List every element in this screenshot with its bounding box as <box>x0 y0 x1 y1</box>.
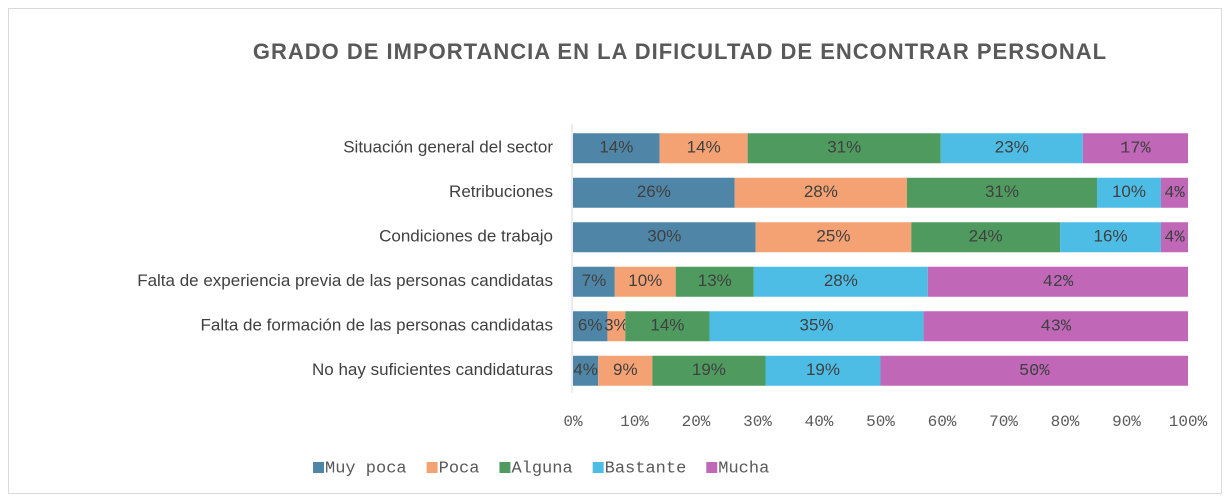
legend-label: Bastante <box>605 459 687 478</box>
x-tick-label: 30% <box>743 413 772 431</box>
bar-segment <box>1160 177 1188 208</box>
legend-label: Mucha <box>718 459 769 478</box>
x-tick-label: 90% <box>1112 413 1141 431</box>
x-tick-label: 60% <box>928 413 957 431</box>
bar-segment <box>906 177 1097 208</box>
data-label: 25% <box>816 227 850 246</box>
data-label: 24% <box>969 227 1003 246</box>
bar-segment <box>753 266 928 297</box>
data-label: 4% <box>1164 184 1185 203</box>
bar-segment <box>614 266 676 297</box>
bar-segment <box>765 355 881 386</box>
bar-segment <box>573 355 599 386</box>
x-tick-label: 0% <box>563 413 583 431</box>
bar-segment <box>911 222 1061 253</box>
x-tick-label: 10% <box>620 413 649 431</box>
bar-segment <box>1160 222 1188 253</box>
chart-frame <box>8 8 1222 494</box>
data-label: 31% <box>827 138 861 157</box>
bar-segment <box>573 133 660 164</box>
data-label: 19% <box>692 360 726 379</box>
x-tick-label: 40% <box>805 413 834 431</box>
x-tick-label: 100% <box>1169 413 1208 431</box>
bar-segment <box>755 222 912 253</box>
bar-segment <box>927 266 1188 297</box>
bar-segment <box>940 133 1083 164</box>
data-label: 26% <box>637 182 671 201</box>
data-label: 35% <box>800 316 834 335</box>
bar-segment <box>625 311 710 342</box>
data-label: 50% <box>1019 362 1050 381</box>
legend-swatch <box>313 462 324 473</box>
bar-segment <box>652 355 766 386</box>
legend-label: Poca <box>439 459 480 478</box>
bar-segment <box>607 311 626 342</box>
bar-segment <box>598 355 653 386</box>
bar-segment <box>1082 133 1188 164</box>
data-label: 6% <box>578 316 603 335</box>
data-label: 30% <box>647 227 681 246</box>
bar-segment <box>880 355 1188 386</box>
category-label: Retribuciones <box>449 182 553 201</box>
x-tick-label: 50% <box>866 413 895 431</box>
category-label: Falta de formación de las personas candi… <box>201 316 553 335</box>
legend-swatch <box>426 462 438 473</box>
data-label: 9% <box>613 360 638 379</box>
bar-segment <box>573 311 608 342</box>
category-label: Situación general del sector <box>343 138 553 157</box>
x-tick-label: 70% <box>989 413 1018 431</box>
category-label: No hay suficientes candidaturas <box>312 360 553 379</box>
data-label: 28% <box>804 182 838 201</box>
category-label: Condiciones de trabajo <box>379 227 553 246</box>
legend-swatch <box>706 462 718 473</box>
data-label: 14% <box>650 316 684 335</box>
legend-swatch <box>499 462 511 473</box>
bar-segment <box>675 266 754 297</box>
bar-segment <box>573 222 756 253</box>
bar-segment <box>1096 177 1161 208</box>
bar-segment <box>709 311 924 342</box>
x-tick-label: 80% <box>1051 413 1080 431</box>
data-label: 10% <box>1112 182 1146 201</box>
data-label: 19% <box>806 360 840 379</box>
data-label: 42% <box>1043 273 1074 292</box>
bar-segment <box>573 266 615 297</box>
bar-segment <box>923 311 1188 342</box>
data-label: 10% <box>628 271 662 290</box>
bar-segment <box>747 133 941 164</box>
data-label: 23% <box>995 138 1029 157</box>
data-label: 17% <box>1120 140 1151 159</box>
bar-segment <box>734 177 907 208</box>
data-label: 31% <box>985 182 1019 201</box>
data-label: 14% <box>599 138 633 157</box>
data-label: 3% <box>604 316 629 335</box>
chart-title: GRADO DE IMPORTANCIA EN LA DIFICULTAD DE… <box>252 39 1108 64</box>
data-label: 13% <box>698 271 732 290</box>
legend-label: Alguna <box>511 459 572 478</box>
legend-swatch <box>592 462 604 473</box>
data-label: 4% <box>573 360 598 379</box>
data-label: 7% <box>582 271 607 290</box>
bar-segment <box>1060 222 1161 253</box>
legend-label: Muy poca <box>325 459 407 478</box>
category-label: Falta de experiencia previa de las perso… <box>137 271 553 290</box>
data-label: 4% <box>1164 229 1185 248</box>
bar-segment <box>573 177 735 208</box>
bar-segment <box>659 133 748 164</box>
data-label: 16% <box>1093 227 1127 246</box>
x-tick-label: 20% <box>682 413 711 431</box>
data-label: 28% <box>824 271 858 290</box>
data-label: 14% <box>687 138 721 157</box>
data-label: 43% <box>1040 318 1071 337</box>
